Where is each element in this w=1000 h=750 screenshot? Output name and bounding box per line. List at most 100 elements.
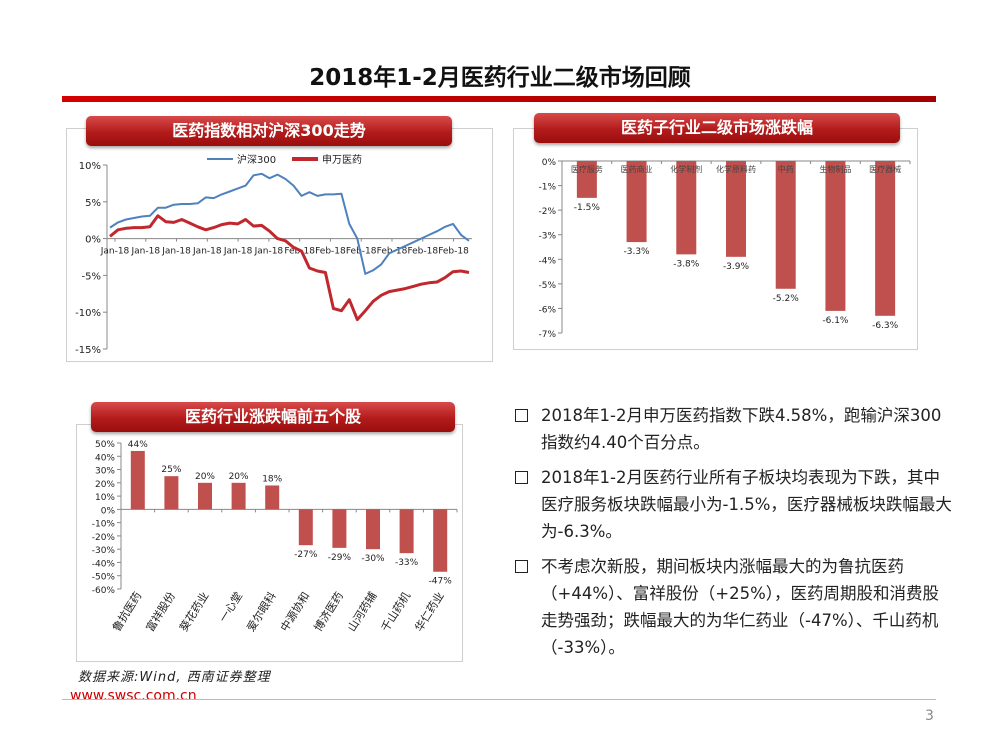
bar <box>576 161 597 198</box>
y-tick-label: 10% <box>79 161 101 172</box>
y-tick-label: -2% <box>538 207 556 217</box>
category-label: 富祥股份 <box>143 589 178 634</box>
summary-bullets: 2018年1-2月申万医药指数下跌4.58%，跑输沪深300指数约4.40个百分… <box>513 402 953 669</box>
data-label: 18% <box>262 474 282 484</box>
x-tick-label: Feb-18 <box>438 247 469 257</box>
data-label: -3.3% <box>624 247 651 257</box>
checkbox-icon <box>515 560 528 573</box>
y-tick-label: -15% <box>75 345 101 356</box>
data-label: -47% <box>429 577 453 587</box>
y-tick-label: -10% <box>92 520 116 530</box>
x-tick-label: Jan-18 <box>100 247 130 257</box>
x-tick-label: Jan-18 <box>254 247 284 257</box>
bar <box>130 450 145 510</box>
y-tick-label: 5% <box>85 198 101 209</box>
legend-label: 申万医药 <box>322 153 362 166</box>
y-tick-label: 0% <box>85 235 101 246</box>
data-label: 25% <box>161 465 181 475</box>
y-tick-label: 10% <box>95 493 115 503</box>
category-label: 华仁药业 <box>412 589 447 634</box>
bullet-text: 不考虑次新股，期间板块内涨幅最大的为鲁抗医药（+44%）、富祥股份（+25%），… <box>541 557 939 657</box>
series-line-2 <box>109 214 470 322</box>
y-tick-label: 40% <box>95 453 115 463</box>
bar <box>298 509 313 546</box>
bullet-2: 2018年1-2月医药行业所有子板块均表现为下跌，其中医疗服务板块跌幅最小为-1… <box>513 464 953 545</box>
x-tick-label: Feb-18 <box>315 247 346 257</box>
category-label: 中药 <box>778 164 794 174</box>
data-label: -6.1% <box>822 316 849 326</box>
bar <box>198 482 212 510</box>
data-label: -3.8% <box>673 259 700 269</box>
category-label: 中源协和 <box>277 589 312 634</box>
bar <box>433 509 448 572</box>
index-trend-panel: 10% 5% 0% -5% -10% -15% Jan-18 Jan-18 Jan-18 Jan-… <box>66 128 493 362</box>
x-tick-label: Feb-18 <box>407 247 438 257</box>
y-tick-label: 0% <box>101 506 116 516</box>
category-label: 医疗器械 <box>869 164 901 174</box>
y-tick-label: -40% <box>92 559 116 569</box>
data-label: -30% <box>361 554 385 564</box>
category-label: 医药商业 <box>621 164 653 174</box>
series-line-1 <box>109 172 470 275</box>
footer-divider <box>62 699 936 700</box>
y-tick-label: -10% <box>75 308 101 319</box>
y-tick-label: -4% <box>538 256 556 266</box>
category-label: 一心堂 <box>217 590 246 625</box>
y-tick-label: -5% <box>538 281 556 291</box>
y-tick-label: -1% <box>538 183 556 193</box>
data-label: 20% <box>195 472 215 482</box>
bar <box>332 509 347 548</box>
y-tick-label: -3% <box>538 232 556 242</box>
y-tick-label: -7% <box>538 330 556 340</box>
data-label: -1.5% <box>574 203 601 213</box>
category-label: 葵花药业 <box>177 590 211 634</box>
y-tick-label: 20% <box>95 480 115 490</box>
x-tick-label: Jan-18 <box>130 247 160 257</box>
y-tick-label: -60% <box>92 586 116 596</box>
checkbox-icon <box>515 409 528 422</box>
category-label: 山河药辅 <box>344 589 379 634</box>
page-number: 3 <box>925 708 934 724</box>
category-label: 生物制品 <box>819 164 851 174</box>
subsector-panel: 0% -1% -2% -3% -4% -5% -6% -7% -1.5% 医疗服务 -3.3% 医药商… <box>513 128 918 350</box>
top-stocks-ribbon: 医药行业涨跌幅前五个股 <box>91 402 455 432</box>
y-tick-label: -6% <box>538 305 556 315</box>
website-link[interactable]: www.swsc.com.cn <box>70 688 197 704</box>
bar <box>726 161 746 257</box>
bullet-text: 2018年1-2月申万医药指数下跌4.58%，跑输沪深300指数约4.40个百分… <box>541 406 942 452</box>
data-source: 数据来源:Wind, 西南证券整理 <box>78 670 271 685</box>
index-trend-chart: 10%5%0%-5%-10%-15%Jan-18 Jan-18 Jan-18 Jan-… <box>75 153 472 356</box>
data-label: 20% <box>229 472 249 482</box>
bar <box>265 485 280 510</box>
title-underline <box>62 96 936 102</box>
bar <box>231 482 246 510</box>
category-label: 千山药机 <box>378 589 413 634</box>
category-label: 博济医药 <box>311 589 346 634</box>
bar <box>626 161 647 243</box>
x-tick-label: Jan-18 <box>192 247 222 257</box>
category-label: 化学制剂 <box>670 164 702 174</box>
index-trend-ribbon: 医药指数相对沪深300走势 <box>86 116 452 146</box>
category-label: 医疗服务 <box>571 164 603 174</box>
data-label: 44% <box>128 440 148 450</box>
page-title: 2018年1-2月医药行业二级市场回顾 <box>309 65 691 91</box>
legend-label: 沪深300 <box>237 153 276 166</box>
bar <box>825 161 846 311</box>
y-tick-label: 50% <box>95 440 115 450</box>
bar <box>676 161 697 255</box>
y-tick-label: -50% <box>92 573 116 583</box>
y-tick-label: -5% <box>82 271 101 282</box>
bar <box>875 161 896 316</box>
x-tick-label: Jan-18 <box>223 247 253 257</box>
data-label: -6.3% <box>872 321 899 331</box>
y-tick-label: -20% <box>92 533 116 543</box>
category-label: 爱尔眼科 <box>244 589 279 634</box>
bullet-text: 2018年1-2月医药行业所有子板块均表现为下跌，其中医疗服务板块跌幅最小为-1… <box>541 468 952 541</box>
category-label: 化学原料药 <box>716 164 756 174</box>
data-label: -3.9% <box>723 262 750 272</box>
data-label: -33% <box>395 558 419 568</box>
bar <box>366 509 380 550</box>
y-tick-label: 0% <box>542 158 557 168</box>
x-tick-label: Jan-18 <box>161 247 191 257</box>
data-label: -29% <box>328 553 352 563</box>
